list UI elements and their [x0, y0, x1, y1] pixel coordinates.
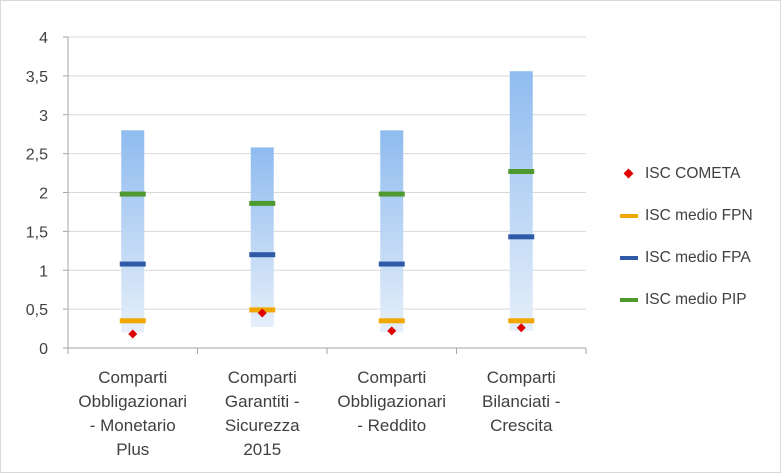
y-tick-label: 3,5 [26, 69, 48, 86]
x-category-label: Crescita [490, 416, 553, 435]
y-tick-label: 4 [39, 30, 48, 47]
y-tick-label: 0 [39, 341, 48, 358]
y-tick-label: 3 [39, 108, 48, 125]
range-bar [250, 147, 274, 328]
legend-label: ISC medio PIP [645, 291, 747, 308]
y-tick-label: 2,5 [26, 147, 48, 164]
x-category-label: - Reddito [357, 416, 426, 435]
dash-marker-icon [619, 209, 639, 223]
marker-isc-medio-fpa [378, 261, 405, 267]
x-category-label: - Monetario [90, 416, 176, 435]
marker-isc-cometa [387, 326, 397, 336]
marker-isc-cometa [128, 329, 138, 339]
x-category-label: 2015 [243, 440, 281, 459]
marker-isc-medio-pip [119, 191, 146, 197]
legend-item: ISC COMETA [619, 153, 779, 195]
range-bar [509, 71, 533, 331]
marker-isc-medio-fpn [119, 318, 146, 324]
marker-isc-medio-fpa [508, 234, 535, 240]
x-category-label: Comparti [487, 368, 556, 387]
marker-isc-cometa [516, 323, 526, 333]
marker-isc-medio-pip [508, 169, 535, 175]
x-category-label: Sicurezza [225, 416, 300, 435]
legend-label: ISC medio FPN [645, 207, 753, 224]
dash-marker-icon [619, 293, 639, 307]
marker-isc-medio-fpn [378, 318, 405, 324]
x-category-label: Garantiti - [225, 392, 300, 411]
diamond-marker-icon [619, 167, 639, 181]
x-category-label: Obbligazionari [78, 392, 187, 411]
legend-label: ISC COMETA [645, 165, 741, 182]
x-category-label: Comparti [98, 368, 167, 387]
marker-isc-cometa [257, 308, 267, 318]
marker-isc-medio-fpa [249, 252, 276, 258]
range-bar [121, 130, 145, 333]
x-category-label: Comparti [228, 368, 297, 387]
marker-isc-medio-pip [249, 200, 276, 206]
range-bar [380, 130, 404, 333]
y-tick-label: 2 [39, 186, 48, 203]
x-category-label: Plus [116, 440, 149, 459]
legend: ISC COMETA ISC medio FPN ISC medio FPA ISC … [619, 153, 779, 321]
dash-marker-icon [619, 251, 639, 265]
x-category-label: Comparti [357, 368, 426, 387]
marker-isc-medio-pip [378, 191, 405, 197]
marker-isc-medio-fpn [508, 318, 535, 324]
y-tick-label: 1 [39, 263, 48, 280]
marker-isc-medio-fpa [119, 261, 146, 267]
legend-item: ISC medio FPN [619, 195, 779, 237]
x-category-label: Bilanciati - [482, 392, 560, 411]
legend-label: ISC medio FPA [645, 249, 751, 266]
x-category-label: Obbligazionari [337, 392, 446, 411]
legend-item: ISC medio PIP [619, 279, 779, 321]
legend-item: ISC medio FPA [619, 237, 779, 279]
y-tick-label: 0,5 [26, 302, 48, 319]
y-tick-label: 1,5 [26, 224, 48, 241]
